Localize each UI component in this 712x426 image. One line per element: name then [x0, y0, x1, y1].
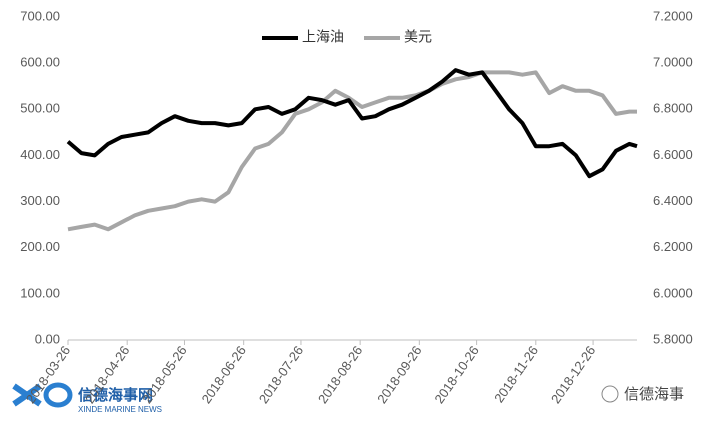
- watermark: XINDE MARINE NEWS: [78, 405, 162, 414]
- legend-label: 上海油: [302, 29, 344, 45]
- x-tick-label: 2018-05-26: [139, 343, 189, 406]
- x-tick-label: 2018-11-26: [491, 343, 541, 405]
- watermark: 信德海事: [624, 385, 684, 403]
- y2-tick-label: 6.8000: [653, 101, 693, 116]
- y-tick-label: 500.00: [20, 101, 60, 116]
- x-tick-label: 2018-08-26: [315, 343, 365, 406]
- series-line: [66, 68, 638, 179]
- y-tick-label: 600.00: [20, 55, 60, 70]
- y2-tick-label: 6.4000: [653, 193, 693, 208]
- y-tick-label: 100.00: [20, 285, 60, 300]
- legend-label: 美元: [404, 29, 432, 45]
- y2-tick-label: 6.0000: [653, 285, 693, 300]
- logo: [43, 382, 73, 408]
- legend: 上海油 美元: [262, 29, 432, 45]
- x-tick-label: 2018-06-26: [199, 343, 249, 406]
- y2-tick-label: 6.6000: [653, 147, 693, 162]
- watermark: 信德海事网: [78, 386, 153, 404]
- y-tick-label: 200.00: [20, 239, 60, 254]
- series-line: [67, 70, 637, 232]
- y2-tick-label: 5.8000: [653, 331, 693, 346]
- y-tick-label: 700.00: [20, 8, 60, 23]
- y2-tick-label: 6.2000: [653, 239, 693, 254]
- y2-tick-label: 7.0000: [653, 55, 693, 70]
- x-tick-label: 2018-09-26: [374, 343, 424, 406]
- x-tick-label: 2018-12-26: [548, 343, 598, 406]
- y2-tick-label: 7.2000: [653, 8, 693, 23]
- logo: [12, 383, 42, 407]
- y-tick-label: 400.00: [20, 147, 60, 162]
- x-tick-label: 2018-07-26: [256, 343, 306, 406]
- y-tick-label: 0.00: [35, 331, 60, 346]
- wechat-icon: [601, 385, 619, 403]
- y-tick-label: 300.00: [20, 193, 60, 208]
- x-tick-label: 2018-10-26: [431, 343, 481, 406]
